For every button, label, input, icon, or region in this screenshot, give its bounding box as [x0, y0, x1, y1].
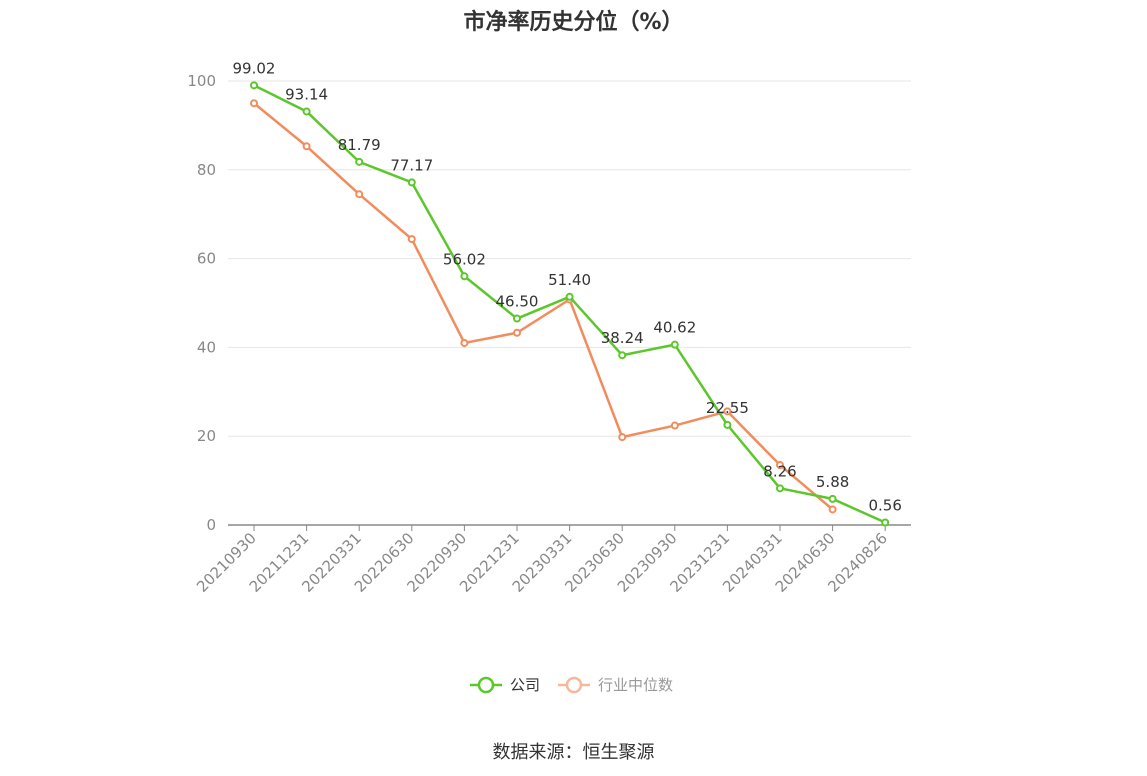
y-tick-label: 100	[187, 72, 216, 90]
grid-lines	[228, 80, 911, 437]
data-label: 5.88	[816, 473, 849, 491]
legend-label: 行业中位数	[598, 676, 673, 694]
data-label: 56.02	[443, 250, 486, 268]
data-label: 46.50	[496, 293, 539, 311]
series-point-1	[670, 421, 679, 430]
y-tick-label: 60	[197, 250, 216, 268]
series-line-1	[253, 102, 834, 511]
y-tick-label: 20	[197, 427, 216, 445]
series-point-0	[670, 340, 679, 349]
series-point-1	[302, 142, 311, 151]
data-label: 93.14	[285, 85, 328, 103]
data-labels: 99.02 93.14 81.79 77.17 56.02 46.50 51.40 38.24…	[233, 59, 902, 514]
axes: 0204060801002021093020211231202203312022…	[187, 72, 911, 596]
source-text: 数据来源：恒生聚源	[492, 742, 655, 763]
series-point-0	[355, 157, 364, 166]
series-point-0	[618, 351, 627, 360]
data-label: 38.24	[601, 329, 644, 347]
series-point-0	[250, 81, 258, 90]
series-point-0	[513, 314, 521, 323]
data-label: 81.79	[338, 136, 381, 154]
series-point-0	[302, 107, 311, 116]
series-point-0	[407, 178, 416, 187]
series-point-1	[723, 407, 732, 416]
legend-marker-0	[477, 676, 495, 694]
chart-title: 市净率历史分位（%）	[463, 10, 684, 35]
series-point-1	[618, 433, 627, 442]
data-label: 8.26	[763, 462, 796, 480]
series-point-0	[881, 518, 890, 527]
series-point-0	[723, 420, 732, 429]
series-point-1	[460, 338, 469, 347]
series-point-1	[250, 99, 258, 108]
y-tick-label: 40	[197, 338, 216, 356]
legend-label: 公司	[510, 676, 540, 694]
data-label: 0.56	[868, 497, 901, 515]
series-point-1	[776, 461, 784, 470]
series-point-1	[355, 190, 364, 199]
data-label: 51.40	[548, 271, 591, 289]
series-point-0	[565, 292, 574, 301]
data-label: 77.17	[390, 156, 433, 174]
series-lines	[250, 81, 890, 527]
series-point-1	[513, 328, 521, 337]
legend-marker-1	[565, 676, 583, 694]
series-point-1	[828, 505, 837, 514]
data-label: 22.55	[706, 399, 749, 417]
data-label: 40.62	[653, 319, 696, 337]
data-label: 99.02	[233, 59, 276, 77]
series-point-1	[407, 235, 416, 244]
series-point-0	[828, 494, 837, 503]
y-tick-label: 80	[197, 161, 216, 179]
series-point-0	[776, 484, 784, 493]
y-tick-label: 0	[206, 516, 216, 534]
series-point-0	[460, 272, 469, 281]
legend: 公司 行业中位数	[470, 676, 673, 694]
